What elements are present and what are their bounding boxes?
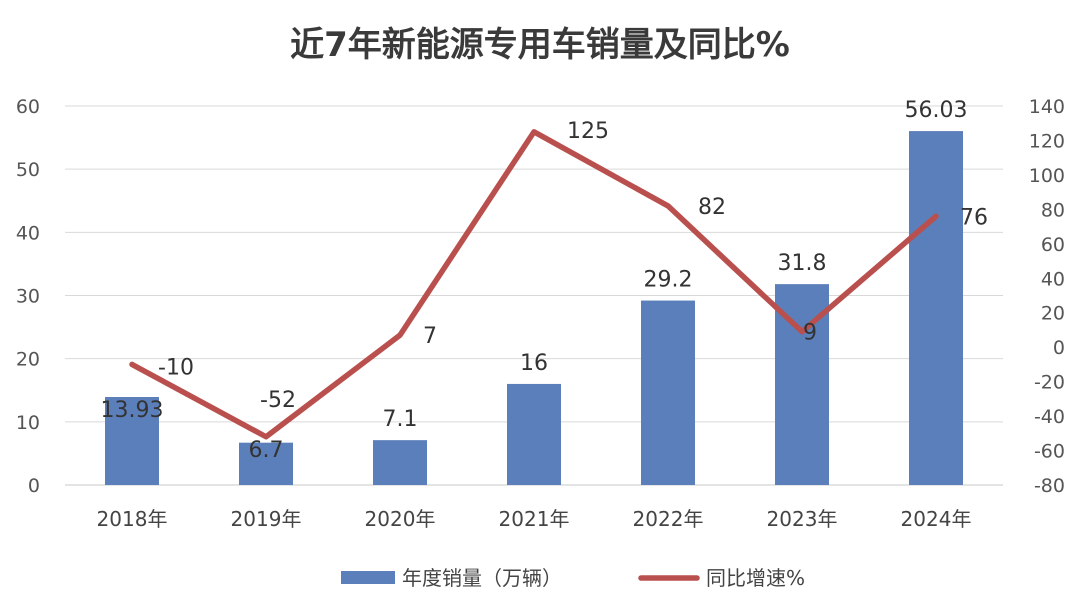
chart-title: 近7年新能源专用车销量及同比% [290, 25, 790, 65]
y-left-tick-label: 20 [16, 349, 40, 371]
line-value-label: 82 [698, 195, 726, 220]
bar-series [105, 131, 963, 486]
y-left-tick-label: 30 [16, 286, 40, 308]
line-value-label: 7 [423, 324, 437, 349]
bar-value-label: 29.2 [644, 268, 693, 293]
y-right-tick-label: -80 [1034, 475, 1065, 497]
bar [373, 440, 427, 485]
line-point [933, 213, 939, 219]
y-right-tick-label: 40 [1041, 268, 1065, 290]
x-tick-label: 2024年 [901, 507, 972, 531]
bar [105, 397, 159, 485]
legend-swatch-bar [341, 571, 395, 584]
x-tick-label: 2023年 [767, 507, 838, 531]
line-point [263, 434, 269, 440]
x-tick-label: 2021年 [499, 507, 570, 531]
y-left-tick-label: 50 [16, 159, 40, 181]
y-left-tick-label: 10 [16, 412, 40, 434]
y-right-tick-label: -40 [1034, 406, 1065, 428]
bar-value-label: 6.7 [249, 438, 284, 463]
line-point [531, 129, 537, 135]
bar-value-label: 7.1 [383, 407, 418, 432]
line-value-label: 9 [803, 321, 817, 346]
line-point [397, 332, 403, 338]
y-right-tick-label: 140 [1029, 96, 1065, 118]
x-tick-label: 2020年 [365, 507, 436, 531]
gridlines [65, 105, 1003, 486]
axes: 0 10 20 30 40 50 60 -80 -60 -40 -20 0 20 40 60 80 100 120… [16, 96, 1065, 531]
legend-label-line: 同比增速% [706, 566, 805, 590]
y-left-tick-label: 40 [16, 222, 40, 244]
legend-label-bar: 年度销量（万辆） [402, 566, 562, 590]
bar-value-label: 31.8 [778, 251, 827, 276]
bar [507, 383, 561, 485]
line-value-label: -10 [158, 355, 194, 380]
y-right-tick-label: -60 [1034, 441, 1065, 463]
line-value-label: 76 [960, 205, 988, 230]
y-right-tick-label: -20 [1034, 372, 1065, 394]
bar-value-label: 56.03 [905, 98, 968, 123]
y-right-tick-label: 0 [1053, 337, 1065, 359]
y-right-tick-label: 80 [1041, 199, 1065, 221]
y-left-tick-label: 60 [16, 96, 40, 118]
bar-value-label: 16 [520, 351, 548, 376]
bar [909, 131, 963, 486]
y-left-tick-label: 0 [28, 475, 40, 497]
y-right-tick-label: 100 [1029, 165, 1065, 187]
x-tick-label: 2022年 [633, 507, 704, 531]
line-series [129, 129, 939, 440]
y-right-tick-label: 120 [1029, 130, 1065, 152]
line-point [799, 329, 805, 335]
x-tick-label: 2018年 [97, 507, 168, 531]
line-value-label: 125 [567, 119, 609, 144]
line-point [129, 361, 135, 367]
bar [641, 300, 695, 485]
legend: 年度销量（万辆） 同比增速% [341, 566, 805, 590]
x-tick-label: 2019年 [231, 507, 302, 531]
data-labels: 13.93 6.7 7.1 16 29.2 31.8 56.03 -10 -52 7 125 82 9 7… [101, 98, 988, 463]
y-right-tick-label: 20 [1041, 303, 1065, 325]
line-value-label: -52 [260, 388, 296, 413]
bar-value-label: 13.93 [101, 398, 164, 423]
line-point [665, 203, 671, 209]
y-right-tick-label: 60 [1041, 234, 1065, 256]
bar [239, 442, 293, 485]
